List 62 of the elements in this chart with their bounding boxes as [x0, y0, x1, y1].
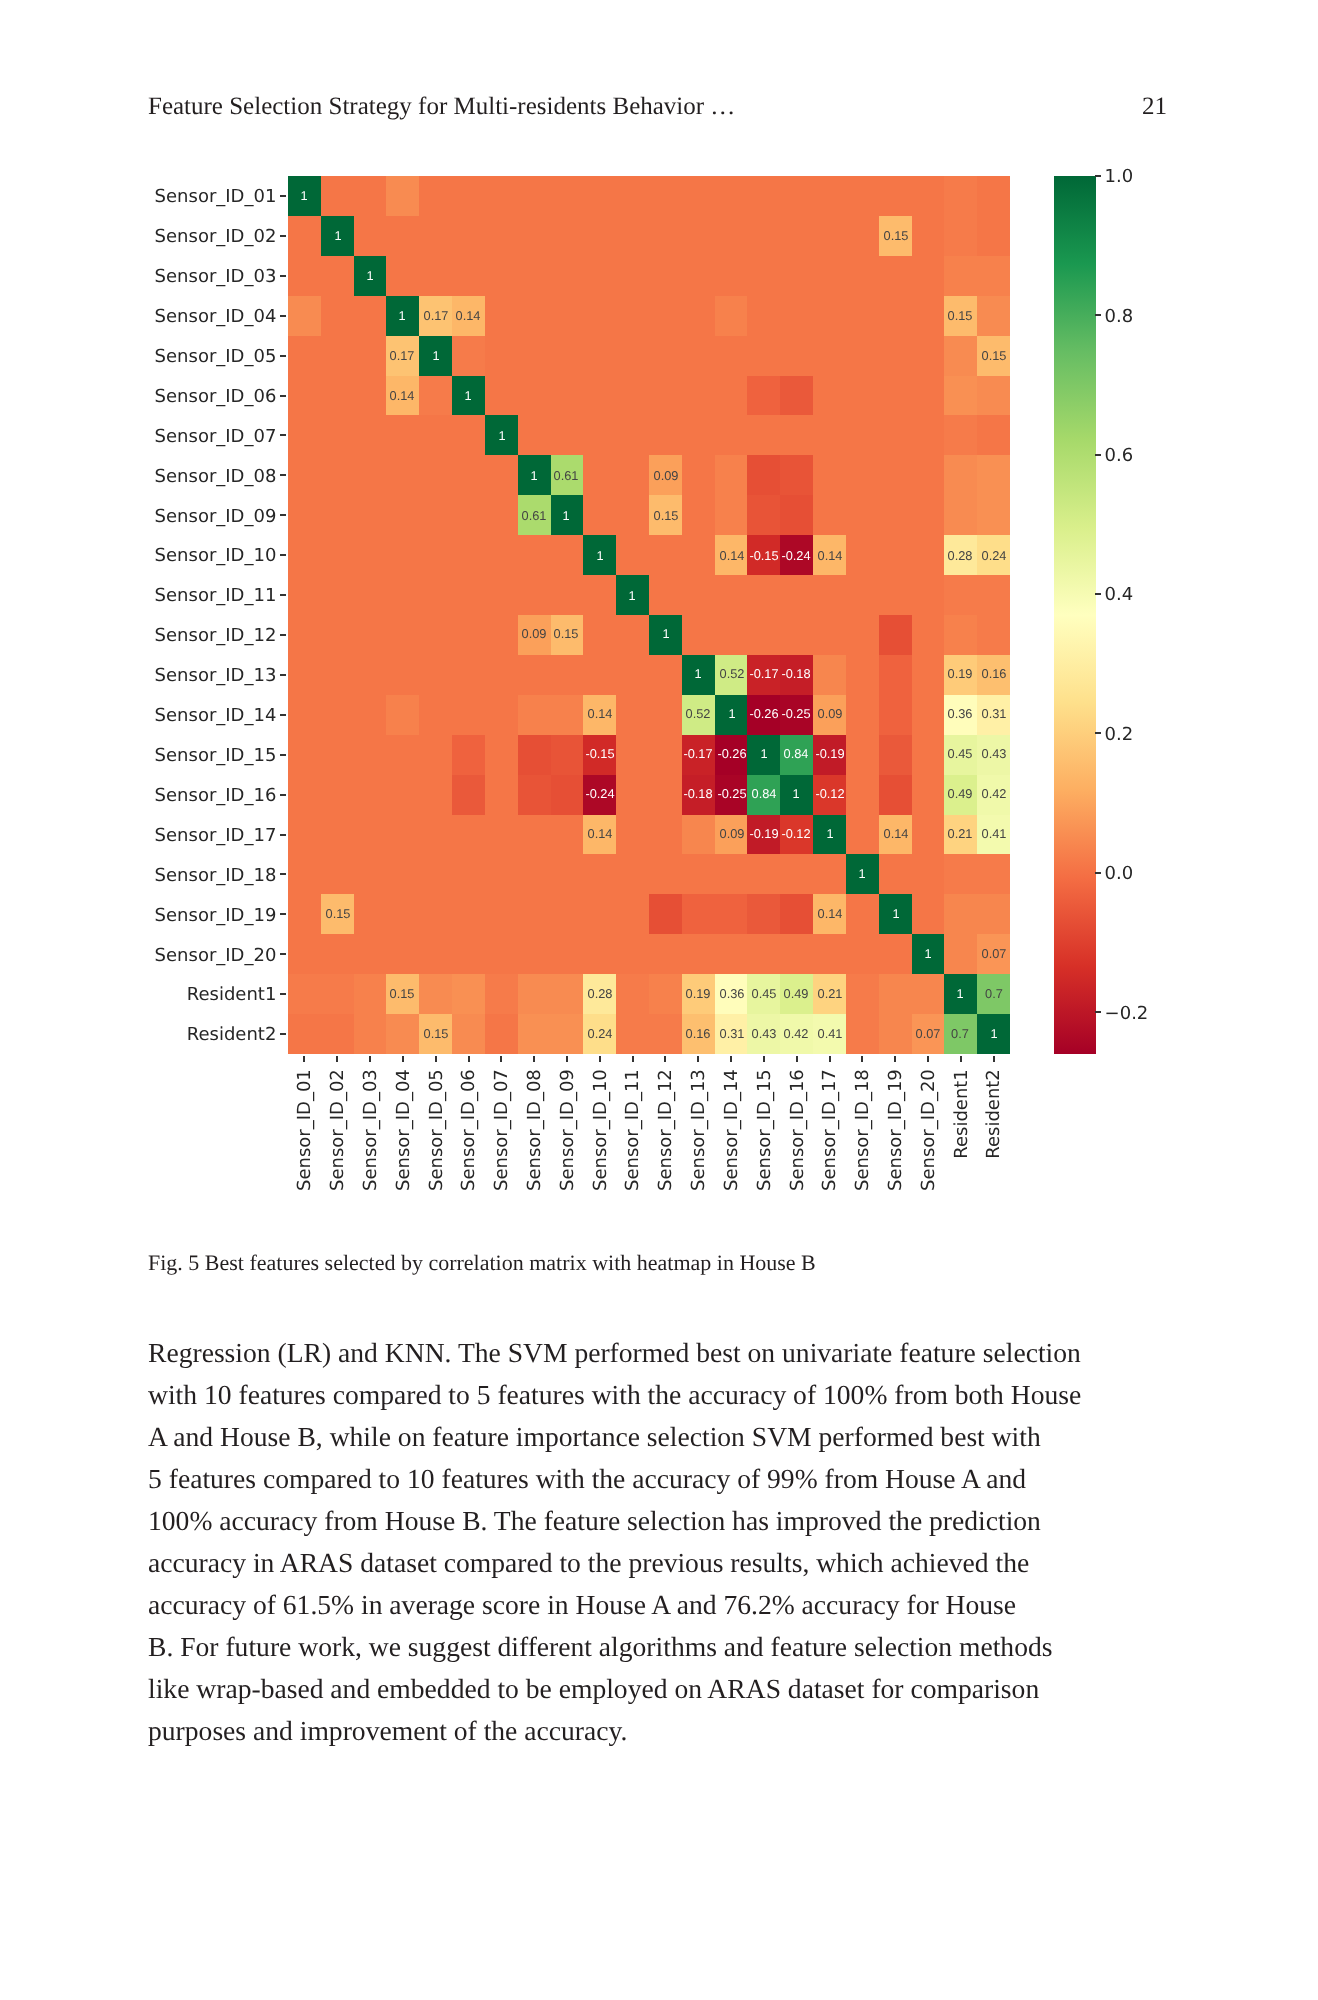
text: like wrap-based and embedded to be employed on ARAS dataset for comparison — [148, 1674, 1040, 1704]
y-tick-label: Sensor_ID_17 — [154, 826, 277, 847]
text: 100% accuracy from House B. The feature selection has improved the prediction — [148, 1506, 1042, 1536]
y-tick-label: Sensor_ID_16 — [154, 786, 277, 807]
y-tick-label: Sensor_ID_08 — [154, 467, 277, 488]
y-tick-label: Sensor_ID_01 — [154, 188, 277, 209]
text: 5 features compared to 10 features with the accuracy of 99% from House A and — [148, 1464, 1027, 1494]
x-tick-label: Resident1 — [952, 1069, 973, 1159]
x-tick-label: Sensor_ID_05 — [427, 1069, 448, 1191]
y-tick-label: Sensor_ID_13 — [154, 667, 277, 688]
x-tick-label: Sensor_ID_14 — [722, 1068, 743, 1191]
y-tick-label: Sensor_ID_14 — [154, 707, 277, 728]
text: B. For future work, we suggest different algorithms and feature selection methods — [148, 1632, 1053, 1662]
y-tick-label: Sensor_ID_19 — [154, 906, 277, 927]
y-tick-label: Resident1 — [186, 986, 277, 1007]
y-tick-label: Sensor_ID_10 — [154, 547, 277, 568]
y-tick-label: Sensor_ID_18 — [154, 866, 277, 887]
x-tick-label: Sensor_ID_16 — [788, 1068, 809, 1191]
x-tick-label: Sensor_ID_19 — [886, 1068, 907, 1191]
x-tick-label: Sensor_ID_07 — [493, 1069, 514, 1191]
caption: Fig. 5 Best features selected by correlation matrix with heatmap in House B — [148, 1252, 816, 1276]
color-bar-label: 0.8 — [1104, 307, 1134, 328]
y-tick-label: Sensor_ID_20 — [154, 946, 277, 967]
x-tick-label: Sensor_ID_03 — [361, 1069, 382, 1191]
text: accuracy of 61.5% in average score in House A and 76.2% accuracy for House — [148, 1590, 1017, 1620]
y-tick-label: Sensor_ID_06 — [154, 387, 277, 408]
y-tick-label: Sensor_ID_12 — [154, 627, 277, 648]
color-bar-label: 0.4 — [1104, 586, 1134, 607]
text: Regression (LR) and KNN. The SVM performed best on univariate feature selection — [148, 1338, 1082, 1368]
x-tick-label: Sensor_ID_09 — [558, 1068, 579, 1191]
x-tick-label: Sensor_ID_13 — [690, 1069, 711, 1191]
color-bar-label: 0.6 — [1104, 447, 1134, 468]
x-tick-label: Sensor_ID_06 — [460, 1068, 481, 1191]
y-tick-label: Sensor_ID_03 — [154, 268, 277, 289]
x-tick-label: Sensor_ID_08 — [525, 1068, 546, 1191]
x-tick-label: Sensor_ID_15 — [755, 1069, 776, 1191]
y-tick-label: Resident2 — [186, 1026, 277, 1047]
y-tick-label: Sensor_ID_11 — [154, 587, 277, 608]
y-tick-label: Sensor_ID_07 — [154, 427, 277, 448]
text: Feature Selection Strategy for Multi-residents Behavior … — [148, 92, 736, 120]
y-tick-label: Sensor_ID_02 — [154, 228, 277, 249]
color-bar-label: 0.0 — [1104, 865, 1134, 886]
text: accuracy in ARAS dataset compared to the previous results, which achieved the — [148, 1548, 1030, 1578]
color-bar-label: −0.2 — [1104, 1004, 1149, 1025]
y-tick-label: Sensor_ID_15 — [154, 746, 277, 767]
x-tick-label: Sensor_ID_18 — [854, 1068, 875, 1191]
x-tick-label: Sensor_ID_17 — [821, 1069, 842, 1191]
y-tick-label: Sensor_ID_05 — [154, 347, 277, 368]
x-tick-label: Sensor_ID_10 — [591, 1068, 612, 1191]
text: 21 — [1142, 92, 1167, 120]
y-tick-label: Sensor_ID_04 — [154, 307, 277, 328]
y-tick-label: Sensor_ID_09 — [154, 507, 277, 528]
x-tick-label: Resident2 — [985, 1069, 1006, 1159]
color-bar-label: 0.2 — [1104, 725, 1134, 746]
x-tick-label: Sensor_ID_12 — [657, 1069, 678, 1191]
text: purposes and improvement of the accuracy. — [148, 1716, 628, 1746]
x-tick-label: Sensor_ID_04 — [394, 1068, 415, 1191]
text: with 10 features compared to 5 features with the accuracy of 100% from both House — [148, 1380, 1082, 1410]
color-bar-label: 1.0 — [1104, 168, 1134, 189]
x-tick-label: Sensor_ID_20 — [919, 1068, 940, 1191]
text: A and House B, while on feature importance selection SVM performed best with — [148, 1422, 1041, 1452]
x-tick-label: Sensor_ID_11 — [624, 1069, 645, 1191]
